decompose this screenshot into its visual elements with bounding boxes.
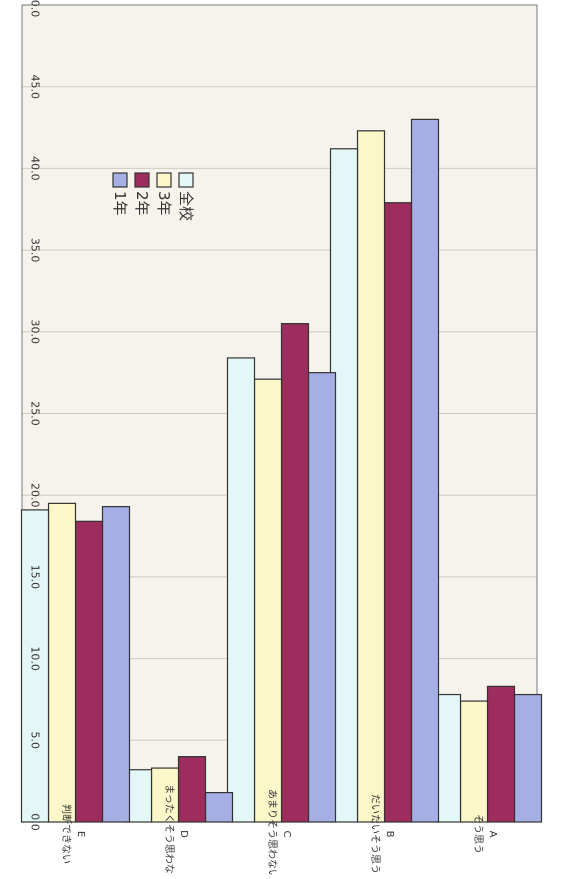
legend: 1年 2年 3年 全校 xyxy=(111,172,195,221)
value-axis-ticks: 0.0 5.0 10.0 15.0 20.0 25.0 30.0 35.0 40.0 45.0 50… xyxy=(29,0,42,831)
category-label: そう思う xyxy=(472,814,484,854)
category-letter: E xyxy=(75,831,86,837)
bar xyxy=(101,506,131,823)
bar xyxy=(486,685,516,823)
bar xyxy=(307,372,337,823)
bars xyxy=(20,118,543,823)
category-letter: B xyxy=(384,831,395,838)
value-tick-label: 20.0 xyxy=(29,483,42,508)
bar xyxy=(513,693,543,823)
value-tick-label: 45.0 xyxy=(29,74,42,99)
bar xyxy=(226,357,256,823)
legend-swatch xyxy=(156,172,172,188)
legend-label: 3年 xyxy=(155,191,173,216)
value-tick-label: 50.0 xyxy=(29,0,42,17)
value-tick-label: 0.0 xyxy=(29,813,42,831)
legend-label: 全校 xyxy=(177,191,195,221)
value-tick-label: 30.0 xyxy=(29,320,42,345)
value-tick-label: 40.0 xyxy=(29,156,42,181)
legend-swatch xyxy=(134,172,150,188)
legend-label: 1年 xyxy=(111,191,129,216)
bar xyxy=(47,502,77,823)
value-tick-label: 15.0 xyxy=(29,565,42,590)
bar xyxy=(150,767,180,823)
legend-swatch xyxy=(178,172,194,188)
legend-label: 2年 xyxy=(133,191,151,216)
value-tick-label: 10.0 xyxy=(29,646,42,671)
category-label: 判断できない xyxy=(60,804,73,864)
category-label: まったくそう思わない xyxy=(163,784,175,875)
bar xyxy=(459,700,489,823)
category-label: だいたいそう思う xyxy=(369,794,381,874)
bar xyxy=(383,202,413,823)
bar xyxy=(204,791,234,823)
bar xyxy=(356,130,386,823)
category-letter: A xyxy=(487,831,498,838)
bar xyxy=(177,756,207,823)
value-tick-label: 5.0 xyxy=(29,732,42,750)
bar xyxy=(280,323,310,823)
category-letter: D xyxy=(178,830,189,838)
category-label: あまりそう思わない xyxy=(266,789,278,875)
bar xyxy=(410,118,440,823)
value-tick-label: 25.0 xyxy=(29,401,42,426)
value-tick-label: 35.0 xyxy=(29,238,42,263)
bar xyxy=(20,509,50,823)
legend-swatch xyxy=(112,172,128,188)
category-letter: C xyxy=(281,831,292,838)
bar xyxy=(74,520,104,823)
bar xyxy=(253,378,283,823)
